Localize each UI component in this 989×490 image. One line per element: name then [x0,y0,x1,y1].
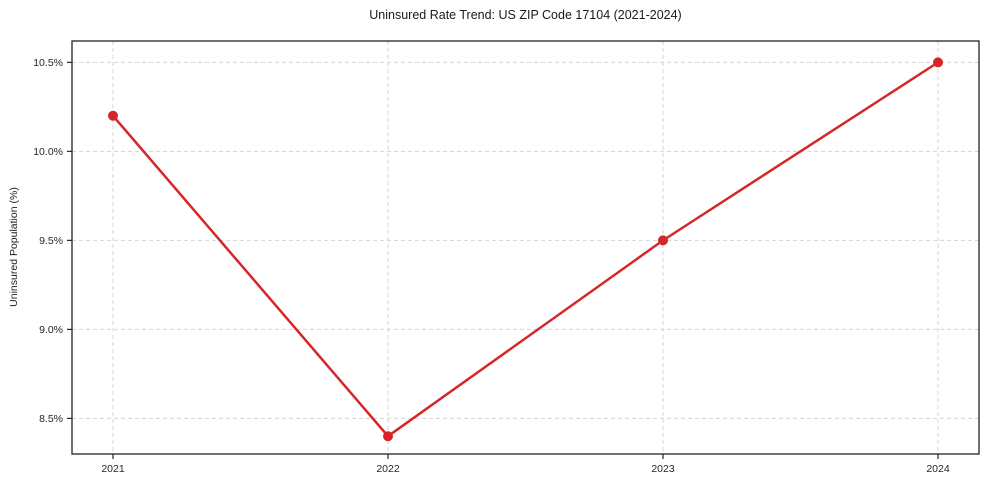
data-point-marker [108,110,118,121]
y-tick-label: 9.5% [39,235,63,247]
series-line [111,61,940,438]
chart-title: Uninsured Rate Trend: US ZIP Code 17104 … [369,8,682,22]
y-tick-label: 8.5% [39,413,63,425]
x-tick-label: 2021 [101,463,125,475]
data-point-marker [383,431,393,442]
data-point-marker [933,57,943,68]
y-tick-label: 10.5% [33,57,63,69]
plot-border [71,40,980,455]
y-tick-label: 10.0% [33,146,63,158]
x-tick-label: 2023 [651,463,675,475]
x-tick-label: 2022 [376,463,400,475]
data-point-marker [658,235,668,246]
y-tick-label: 9.0% [39,324,63,336]
x-tick-label: 2024 [926,463,950,475]
